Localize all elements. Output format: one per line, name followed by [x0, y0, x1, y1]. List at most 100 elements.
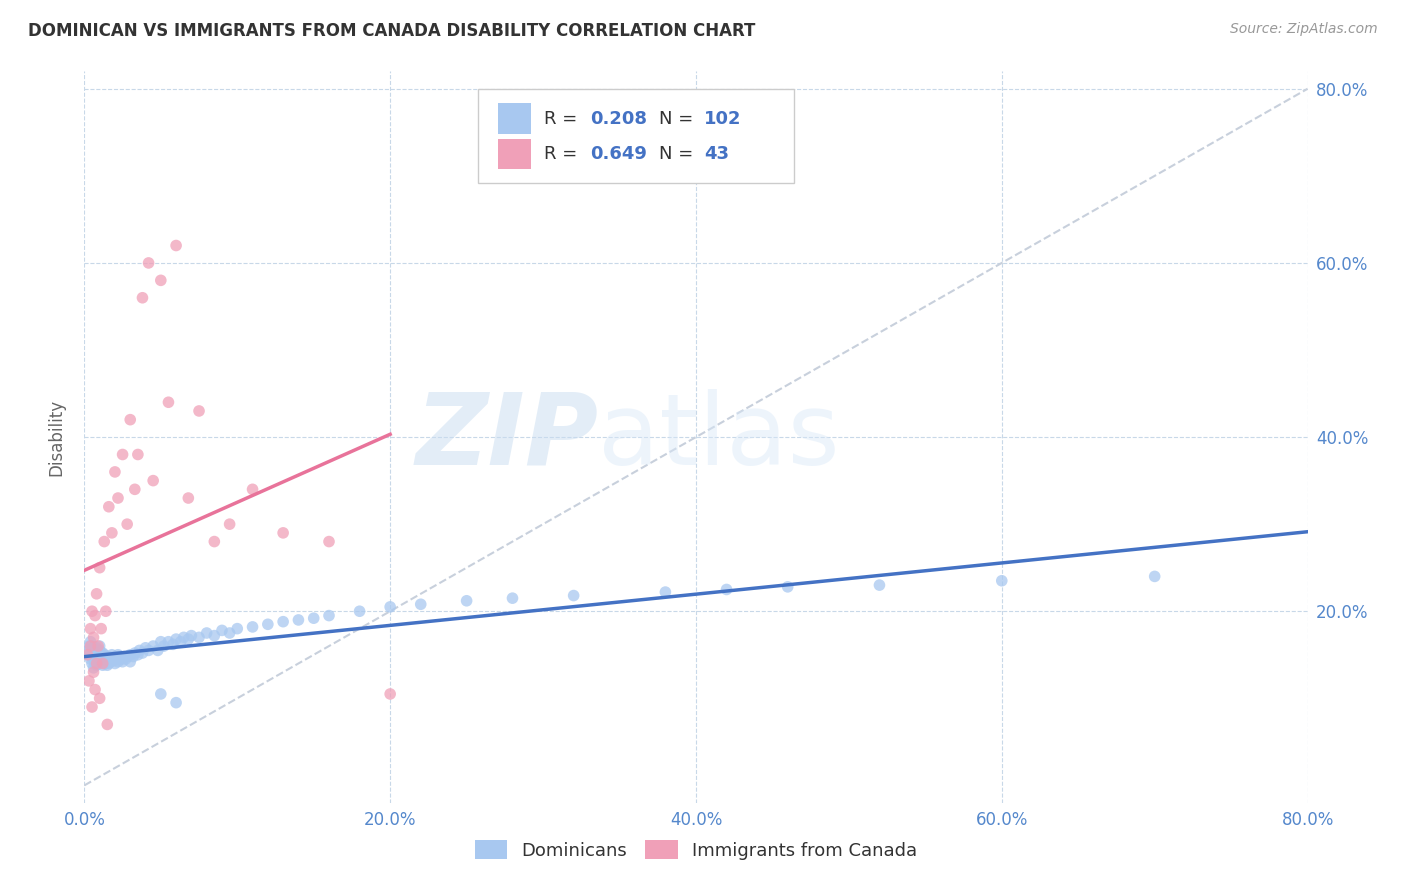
Point — [149, 634, 172, 648]
Point — [80, 648, 103, 662]
Point — [93, 655, 115, 669]
Point — [195, 626, 218, 640]
Point — [89, 691, 111, 706]
Text: ZIP: ZIP — [415, 389, 598, 485]
Point — [83, 648, 105, 662]
Point — [211, 624, 233, 638]
Point — [104, 657, 127, 671]
Point — [84, 608, 107, 623]
Point — [80, 700, 103, 714]
Point — [349, 604, 371, 618]
Point — [77, 648, 100, 662]
Point — [89, 643, 111, 657]
Point — [271, 525, 294, 540]
Point — [79, 622, 101, 636]
Text: R =: R = — [544, 110, 583, 128]
Point — [91, 652, 114, 666]
Point — [101, 648, 124, 662]
Point — [165, 632, 187, 646]
Point — [91, 658, 114, 673]
Point — [80, 604, 103, 618]
Point — [90, 654, 112, 668]
Point — [122, 649, 145, 664]
Point — [142, 474, 165, 488]
Point — [87, 639, 110, 653]
Point — [104, 465, 127, 479]
Point — [124, 646, 146, 660]
Point — [302, 611, 325, 625]
Point — [218, 626, 240, 640]
Point — [79, 634, 101, 648]
Point — [90, 622, 112, 636]
Point — [104, 649, 127, 664]
Point — [562, 589, 585, 603]
Point — [242, 620, 264, 634]
Point — [103, 654, 125, 668]
Point — [157, 634, 180, 648]
Point — [776, 580, 799, 594]
Point — [170, 634, 193, 648]
Point — [120, 412, 142, 426]
Point — [111, 448, 134, 462]
Point — [149, 687, 172, 701]
Point — [131, 646, 153, 660]
Point — [716, 582, 738, 597]
Point — [409, 597, 432, 611]
Point — [120, 655, 142, 669]
Point — [380, 687, 402, 701]
Text: Source: ZipAtlas.com: Source: ZipAtlas.com — [1230, 22, 1378, 37]
Point — [80, 657, 103, 671]
Point — [180, 629, 202, 643]
Point — [110, 652, 132, 666]
Legend: Dominicans, Immigrants from Canada: Dominicans, Immigrants from Canada — [467, 832, 925, 867]
Point — [86, 587, 108, 601]
Point — [287, 613, 309, 627]
Point — [149, 273, 172, 287]
Point — [97, 500, 120, 514]
Point — [456, 594, 478, 608]
Text: R =: R = — [544, 145, 583, 163]
Point — [77, 673, 100, 688]
Text: 102: 102 — [704, 110, 742, 128]
Point — [87, 643, 110, 657]
Point — [162, 637, 184, 651]
Point — [83, 652, 105, 666]
Point — [87, 649, 110, 664]
Point — [107, 491, 129, 505]
Point — [124, 483, 146, 497]
Point — [84, 682, 107, 697]
Point — [108, 649, 131, 664]
Point — [226, 622, 249, 636]
Point — [173, 631, 195, 645]
Text: 0.649: 0.649 — [591, 145, 647, 163]
Point — [242, 483, 264, 497]
Point — [77, 639, 100, 653]
Point — [177, 491, 200, 505]
Point — [84, 657, 107, 671]
Text: N =: N = — [659, 145, 699, 163]
Point — [654, 585, 676, 599]
Point — [502, 591, 524, 606]
Point — [142, 639, 165, 653]
Point — [86, 658, 108, 673]
Point — [83, 661, 105, 675]
Point — [991, 574, 1014, 588]
Point — [98, 655, 121, 669]
Point — [188, 404, 211, 418]
Point — [86, 646, 108, 660]
Point — [76, 643, 98, 657]
Point — [90, 648, 112, 662]
Point — [101, 525, 124, 540]
Point — [135, 640, 157, 655]
Point — [318, 608, 340, 623]
Text: atlas: atlas — [598, 389, 839, 485]
Text: 43: 43 — [704, 145, 730, 163]
Point — [89, 657, 111, 671]
Point — [112, 649, 135, 664]
Point — [107, 648, 129, 662]
Point — [202, 629, 225, 643]
Point — [94, 649, 117, 664]
Point — [869, 578, 891, 592]
Text: DOMINICAN VS IMMIGRANTS FROM CANADA DISABILITY CORRELATION CHART: DOMINICAN VS IMMIGRANTS FROM CANADA DISA… — [28, 22, 755, 40]
Point — [146, 643, 169, 657]
